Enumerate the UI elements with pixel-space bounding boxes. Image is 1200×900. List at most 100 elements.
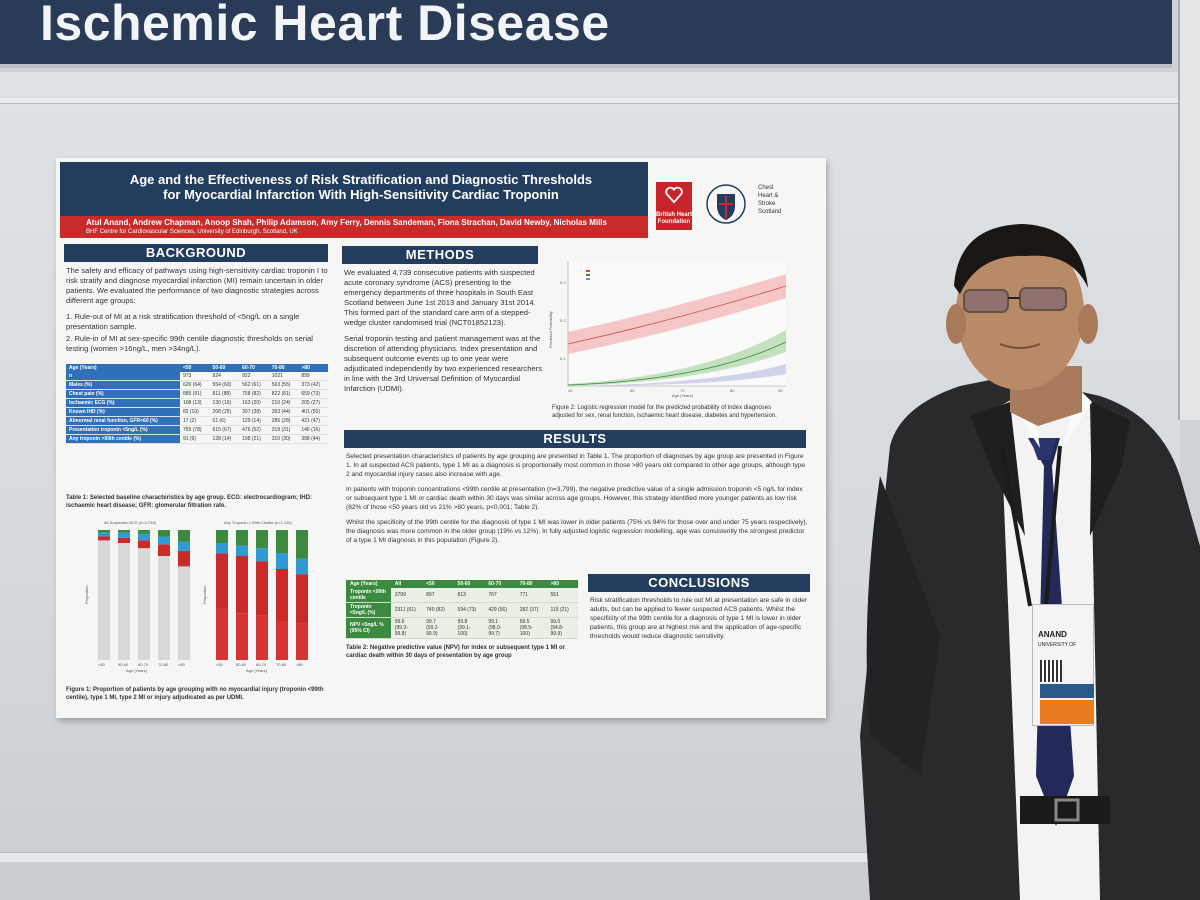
table2-cell: 99.5 (98.5-100) xyxy=(515,617,547,639)
table2-cell: 813 xyxy=(453,588,485,603)
table1-cell: 755 (78) xyxy=(179,425,210,435)
fig1-bar-segment xyxy=(158,556,170,660)
table-row: n 973 924 922 1021 899 xyxy=(66,372,328,381)
table1-cell: 51 (6) xyxy=(209,416,240,426)
table1-cell: 822 (81) xyxy=(268,389,299,399)
frame-post xyxy=(1178,0,1200,420)
fig2-xlabel: Age (Years) xyxy=(672,393,694,398)
table2-cell: 282 (37) xyxy=(515,602,547,618)
table2-cell: 99.0 (94.8-99.9) xyxy=(546,617,578,639)
heart-icon xyxy=(665,186,683,204)
fig1-bar-segment xyxy=(256,615,268,660)
table1-header-3: 60-70 xyxy=(239,364,269,372)
board-rail xyxy=(0,98,1180,104)
figure1-caption: Figure 1: Proportion of patients by age … xyxy=(66,687,324,701)
results-heading: RESULTS xyxy=(344,430,806,448)
table1-cell: 307 (38) xyxy=(239,407,269,417)
table1-cell: 128 (14) xyxy=(209,434,240,444)
fig1-bar-segment xyxy=(118,532,130,538)
table-row: Males (%) 626 (64) 554 (60) 562 (61) 563 (55… xyxy=(66,380,328,390)
fig2-xtick-2: 60 xyxy=(630,388,635,393)
fig1-bar-segment xyxy=(158,536,170,545)
table2-cell: 429 (56) xyxy=(484,602,516,618)
table1-cell: Presentation troponin <5ng/L (%) xyxy=(66,425,180,435)
fig1-xtick: 60-70 xyxy=(138,662,149,667)
table-row: Abnormal renal function, GFR<60 (%) 17 (2… xyxy=(66,416,328,426)
table-row: NPV <5ng/L % (95% CI) 99.6 (99.3-99.8) 99.… xyxy=(346,617,578,639)
table2-cell: 594 (73) xyxy=(453,602,485,618)
table2-caption: Table 2: Negative predictive value (NPV)… xyxy=(346,645,565,659)
fig1-bar-segment xyxy=(216,530,228,543)
table1-cell: 82 (10) xyxy=(179,407,210,417)
table1-cell: 615 (67) xyxy=(209,425,240,435)
fig1-bar-segment xyxy=(158,544,170,556)
table1-cell: 108 (13) xyxy=(179,398,210,408)
fig1-bar-segment xyxy=(98,530,110,533)
fig1-bar-segment xyxy=(98,536,110,541)
fig1-bar-segment xyxy=(118,537,130,543)
session-banner: Ischemic Heart Disease xyxy=(0,0,1172,68)
badge-stripe xyxy=(1040,684,1094,698)
fig1-bar-segment xyxy=(216,553,228,608)
fig1-bar-segment xyxy=(296,530,308,559)
table1-cell: Known IHD (%) xyxy=(66,407,180,417)
table1-cell: 1021 xyxy=(268,372,299,381)
table2-header-1: All xyxy=(390,580,423,588)
table2-cell: 99.7 (99.2-99.9) xyxy=(422,617,454,639)
fig2-ylabel: Predicted Probability xyxy=(548,311,553,348)
table1-header-4: 70-80 xyxy=(268,364,299,372)
fig2-xtick-4: 80 xyxy=(730,388,735,393)
title-line-2: for Myocardial Infarction With High-Sens… xyxy=(163,187,559,202)
fig1-bar-segment xyxy=(276,553,288,569)
table1-cell: 811 (88) xyxy=(209,389,240,399)
table2-header-6: >80 xyxy=(546,580,578,588)
table-row: Known IHD (%) 82 (10) 208 (25) 307 (38) 393 … xyxy=(66,407,328,417)
fig2-xtick-3: 70 xyxy=(680,388,685,393)
table1-cell: 554 (60) xyxy=(209,380,240,390)
presenter-person xyxy=(860,224,1200,900)
fig1-bar-segment xyxy=(276,621,288,660)
fig1-bar-segment xyxy=(118,530,130,533)
table1-cell: 758 (82) xyxy=(239,389,269,399)
figure2-regression-plot: 0.3 0.2 0.1 40 60 70 80 90 Age (Years) P… xyxy=(548,262,787,398)
chss-line-3: Stroke xyxy=(758,201,776,207)
poster-title: Age and the Effectiveness of Risk Strati… xyxy=(76,172,646,202)
table1-header-2: 50-60 xyxy=(209,364,240,372)
authors-bar xyxy=(60,216,648,238)
table1-cell: Ischaemic ECG (%) xyxy=(66,398,180,408)
table2-cell: 99.1 (98.0-99.7) xyxy=(484,617,516,639)
fig1-bar-segment xyxy=(118,543,130,660)
figure1-right-title: Any Troponin > 99th Centile (n=1,125) xyxy=(224,520,292,525)
results-p1: Selected presentation characteristics of… xyxy=(346,453,806,478)
table1-cell: Chest pain (%) xyxy=(66,389,180,399)
results-p2: In patients with troponin concentrations… xyxy=(346,486,803,511)
fig1-bar-segment xyxy=(178,541,190,551)
table2-cell: Troponin <5ng/L (%) xyxy=(346,602,391,618)
table-row: Chest pain (%) 885 (91) 811 (88) 758 (82) 82… xyxy=(66,389,328,399)
methods-text: We evaluated 4,739 consecutive patients … xyxy=(344,268,544,400)
fig1-bar-segment xyxy=(236,556,248,614)
results-p3: Whilst the specificity of the 99th centi… xyxy=(346,519,808,544)
methods-heading: METHODS xyxy=(342,246,538,264)
table1-header-5: >80 xyxy=(298,364,328,372)
background-heading: BACKGROUND xyxy=(64,244,328,262)
fig1-bar-segment xyxy=(138,548,150,660)
table1-cell: 17 (2) xyxy=(179,416,210,426)
fig1-bar-segment xyxy=(236,545,248,556)
background-item-1: 1. Rule-out of MI at a risk stratificati… xyxy=(66,312,300,331)
chss-line-4: Scotland xyxy=(758,209,782,215)
poster-affiliation: BHF Centre for Cardiovascular Sciences, … xyxy=(86,229,298,235)
fig1-bar-segment xyxy=(256,530,268,549)
table1-cell: 373 (42) xyxy=(298,380,328,390)
table1-cell: 163 (20) xyxy=(239,398,269,408)
fig1-bar-segment xyxy=(236,613,248,660)
table1-cell: 562 (61) xyxy=(239,380,269,390)
table-row: Presentation troponin <5ng/L (%) 755 (78)… xyxy=(66,425,328,435)
table1-cell: 286 (28) xyxy=(268,416,299,426)
table2-cell: 3799 xyxy=(390,588,423,603)
university-crest-icon xyxy=(706,184,746,224)
table-npv: Age (Years) All <50 50-60 60-70 70-80 >80 Trop… xyxy=(346,580,578,639)
figure2-caption: Figure 2: Logistic regression model for … xyxy=(552,405,777,419)
badge-org: UNIVERSITY OF xyxy=(1038,642,1077,648)
background-intro: The safety and efficacy of pathways usin… xyxy=(66,266,328,305)
